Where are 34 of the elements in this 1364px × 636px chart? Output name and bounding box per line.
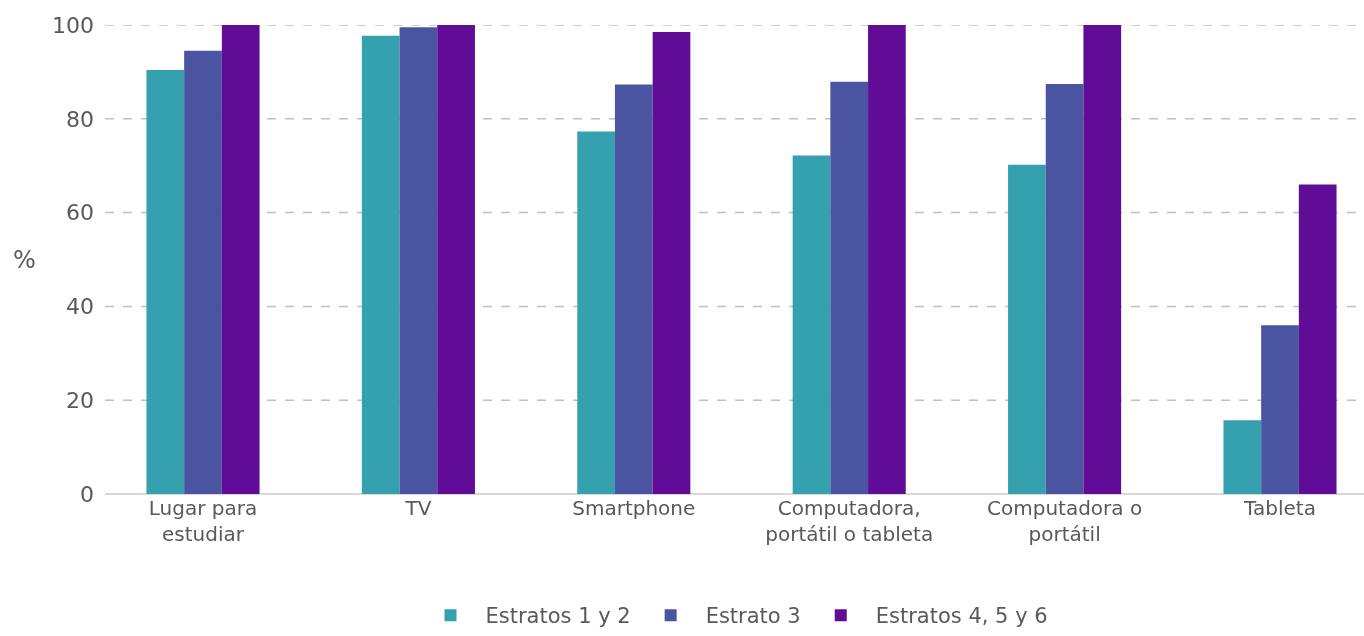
y-axis-title: % xyxy=(13,246,36,274)
bar xyxy=(1298,184,1337,494)
y-tick-label: 40 xyxy=(66,294,94,320)
bar xyxy=(1223,420,1262,494)
bar xyxy=(361,35,400,494)
x-tick-label: Computadora o portátil xyxy=(987,496,1143,546)
x-tick-label: Smartphone xyxy=(572,496,696,520)
bar xyxy=(1083,25,1122,494)
bar xyxy=(399,27,438,494)
legend-label: Estratos 4, 5 y 6 xyxy=(875,604,1048,629)
bar xyxy=(830,81,869,494)
bar xyxy=(221,25,260,494)
y-tick-label: 80 xyxy=(66,106,94,132)
y-tick-label: 0 xyxy=(80,481,94,507)
legend-label: Estrato 3 xyxy=(705,604,801,629)
y-tick-label: 20 xyxy=(66,387,94,413)
bar xyxy=(792,155,831,494)
bar xyxy=(437,25,475,494)
x-tick-label: Tableta xyxy=(1243,496,1316,520)
y-tick-label: 100 xyxy=(52,12,94,38)
bar xyxy=(652,32,691,494)
bar xyxy=(146,70,185,494)
legend-label: Estratos 1 y 2 xyxy=(485,604,631,629)
bar xyxy=(184,50,222,494)
y-tick-label: 60 xyxy=(66,200,94,226)
bar xyxy=(868,25,906,494)
bar xyxy=(1008,164,1046,494)
bar xyxy=(577,131,615,494)
x-tick-label: Lugar para estudiar xyxy=(148,496,258,546)
x-tick-label: Computadora, portátil o tableta xyxy=(765,496,934,546)
bar xyxy=(1261,325,1299,494)
bar xyxy=(1045,84,1084,494)
x-tick-label: TV xyxy=(404,496,432,520)
bar xyxy=(614,84,653,494)
